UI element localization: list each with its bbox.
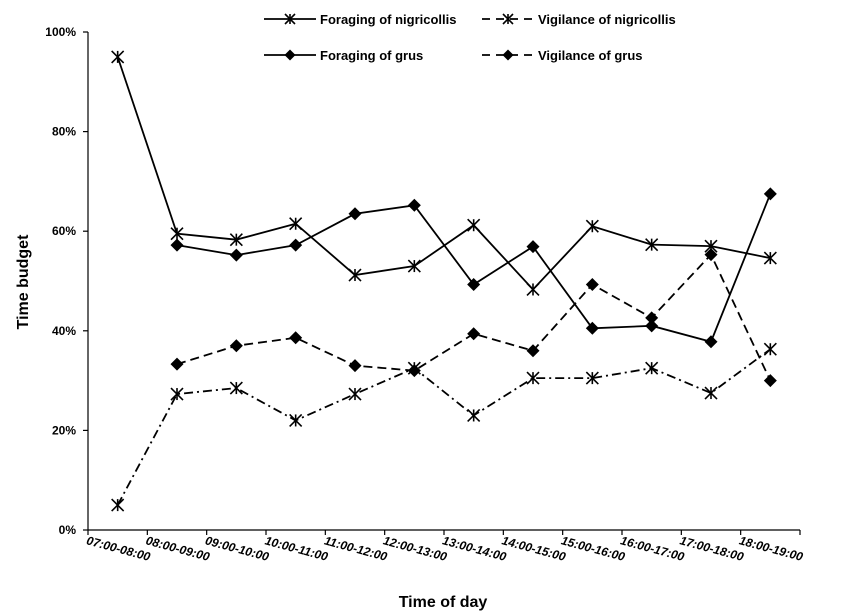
asterisk-marker xyxy=(284,13,296,25)
x-tick-label: 11:00-12:00 xyxy=(323,534,389,564)
y-tick-label: 80% xyxy=(52,125,76,139)
y-tick-label: 100% xyxy=(45,25,76,39)
legend-item: Vigilance of grus xyxy=(482,48,643,63)
series-0 xyxy=(111,50,777,297)
series-layer xyxy=(111,50,777,512)
x-tick-label: 18:00-19:00 xyxy=(738,533,805,564)
diamond-marker xyxy=(763,187,777,201)
diamond-marker xyxy=(284,49,296,61)
diamond-marker xyxy=(763,374,777,388)
series-line xyxy=(176,253,772,381)
asterisk-marker xyxy=(348,387,362,401)
asterisk-marker xyxy=(467,218,481,232)
diamond-marker xyxy=(170,357,184,371)
y-tick-label: 20% xyxy=(52,423,76,437)
legend-item: Foraging of nigricollis xyxy=(264,12,457,27)
x-tick-label: 13:00-14:00 xyxy=(441,533,508,564)
asterisk-marker xyxy=(407,259,421,273)
x-tick-label: 07:00-08:00 xyxy=(85,533,152,564)
y-tick-label: 40% xyxy=(52,324,76,338)
diamond-marker xyxy=(289,238,303,252)
series-line xyxy=(116,56,771,291)
asterisk-marker xyxy=(170,387,184,401)
diamond-marker xyxy=(348,207,362,221)
diamond-marker xyxy=(585,277,599,291)
legend-item: Foraging of grus xyxy=(264,48,423,63)
asterisk-marker xyxy=(585,219,599,233)
diamond-marker xyxy=(502,49,514,61)
legend-label: Vigilance of nigricollis xyxy=(538,12,676,27)
asterisk-marker xyxy=(229,381,243,395)
diamond-marker xyxy=(645,319,659,333)
x-tick-label: 09:00-10:00 xyxy=(204,533,271,564)
diamond-marker xyxy=(526,240,540,254)
series-2 xyxy=(170,187,777,349)
series-1 xyxy=(111,342,777,512)
diamond-marker xyxy=(348,359,362,373)
series-line xyxy=(116,348,771,506)
diamond-marker xyxy=(229,339,243,353)
y-axis-title: Time budget xyxy=(15,234,32,329)
diamond-marker xyxy=(585,321,599,335)
legend: Foraging of nigricollis Vigilance of nigr… xyxy=(264,12,676,63)
x-tick-label: 14:00-15:00 xyxy=(500,533,567,564)
y-axis-ticks: 0% 20% 40% 60% 80% 100% xyxy=(45,25,88,537)
asterisk-marker xyxy=(526,371,540,385)
asterisk-marker xyxy=(289,217,303,231)
asterisk-marker xyxy=(585,371,599,385)
diamond-marker xyxy=(704,335,718,349)
x-axis-ticks: 07:00-08:0008:00-09:0009:00-10:0010:00-1… xyxy=(85,530,805,564)
x-tick-label: 17:00-18:00 xyxy=(678,533,745,564)
asterisk-marker xyxy=(502,13,514,25)
diamond-marker xyxy=(645,311,659,325)
asterisk-marker xyxy=(289,413,303,428)
asterisk-marker xyxy=(645,361,659,375)
diamond-marker xyxy=(407,198,421,212)
diamond-marker xyxy=(526,344,540,358)
asterisk-marker xyxy=(467,408,481,423)
x-tick-label: 08:00-09:00 xyxy=(144,533,211,564)
legend-label: Foraging of nigricollis xyxy=(320,12,457,27)
diamond-marker xyxy=(704,248,718,262)
legend-label: Vigilance of grus xyxy=(538,48,643,63)
asterisk-marker xyxy=(229,233,243,247)
asterisk-marker xyxy=(704,386,718,400)
diamond-marker xyxy=(467,327,481,341)
asterisk-marker xyxy=(526,282,540,297)
asterisk-marker xyxy=(763,251,777,265)
diamond-marker xyxy=(229,248,243,262)
series-3 xyxy=(170,248,777,388)
asterisk-marker xyxy=(763,342,777,356)
legend-label: Foraging of grus xyxy=(320,48,423,63)
x-tick-label: 12:00-13:00 xyxy=(382,533,449,564)
x-tick-label: 10:00-11:00 xyxy=(263,534,329,564)
diamond-marker xyxy=(407,364,421,378)
diamond-marker xyxy=(289,331,303,345)
x-axis-title: Time of day xyxy=(399,594,488,611)
y-tick-label: 60% xyxy=(52,224,76,238)
legend-item: Vigilance of nigricollis xyxy=(482,12,676,27)
asterisk-marker xyxy=(170,227,184,241)
asterisk-marker xyxy=(111,498,125,512)
series-line xyxy=(176,193,772,343)
asterisk-marker xyxy=(645,238,659,252)
asterisk-marker xyxy=(111,50,125,64)
axes xyxy=(87,32,800,531)
x-tick-label: 15:00-16:00 xyxy=(560,533,627,564)
diamond-marker xyxy=(170,238,184,252)
y-tick-label: 0% xyxy=(59,523,77,537)
diamond-marker xyxy=(467,277,481,291)
asterisk-marker xyxy=(348,268,362,282)
x-tick-label: 16:00-17:00 xyxy=(619,533,686,564)
